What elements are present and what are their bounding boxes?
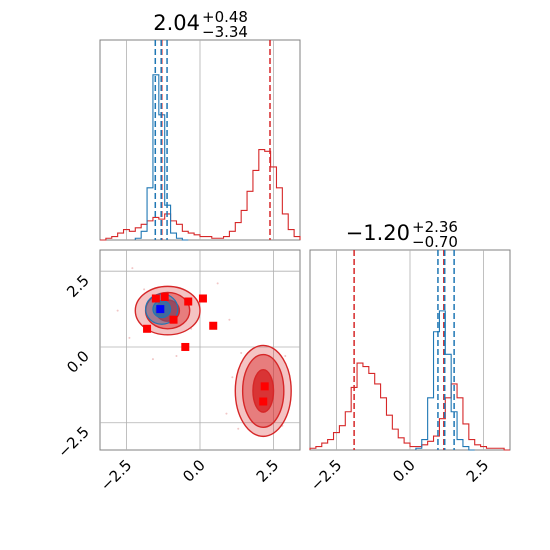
red-marker [259,397,268,406]
red-marker [184,297,193,306]
tick-label: 0.0 [63,347,93,377]
sample-point [225,412,228,415]
grid [100,250,300,450]
blue-marker [156,305,165,314]
blue-histogram [134,74,189,241]
sample-point [240,352,243,355]
red-contour [252,368,275,413]
panel-title-upper-error: +0.48 [202,8,248,26]
tick-label: −2.5 [97,456,135,494]
histogram-panel-param2: −2.5 0.0 2.5 −1.20 +2.36 −0.70 [307,218,511,495]
grid [336,250,484,450]
sample-point [228,318,231,321]
grid [126,40,274,240]
quantile-lines [353,250,455,450]
red-marker [143,324,152,333]
sample-point [231,376,234,379]
red-histogram-steps [309,362,510,451]
x-tick-labels: −2.5 0.0 2.5 [97,456,283,494]
tick-label: 0.0 [389,456,419,486]
red-marker [198,294,207,303]
panel-title-lower-error: −3.34 [202,23,248,41]
red-histogram [309,362,510,451]
red-marker [181,342,190,351]
blue-histogram-steps [415,310,475,451]
panel-title-lower-error: −0.70 [412,233,458,251]
contour-panel: −2.5 0.0 2.5 2.5 0.0 −2.5 [54,249,301,495]
tick-label: 2.5 [253,456,283,486]
sample-point [175,355,178,358]
sample-point [143,288,146,291]
tick-label: 2.5 [463,456,493,486]
sample-point [151,358,154,361]
sample-point [128,336,131,339]
quantile-lines [154,40,271,240]
histogram-panel-param1: 2.04 +0.48 −3.34 [99,8,301,241]
red-marker [260,382,269,391]
sample-point [237,427,240,430]
red-marker [169,315,178,324]
panel-title-upper-error: +2.36 [412,218,458,236]
panel-title-value: −1.20 [346,221,410,245]
sample-point [284,355,287,358]
markers [143,292,269,406]
tick-label: 0.0 [179,456,209,486]
blue-histogram [415,310,475,451]
contours [116,267,292,438]
red-marker [209,321,218,330]
tick-label: 2.5 [63,271,93,301]
tick-label: −2.5 [307,456,345,494]
x-tick-labels: −2.5 0.0 2.5 [307,456,493,494]
red-marker [151,294,160,303]
sample-point [116,309,119,312]
tick-label: −2.5 [54,423,92,461]
sample-point [131,267,134,270]
sample-point [216,282,219,285]
red-marker [160,292,169,301]
blue-histogram-steps [134,74,189,241]
panel-title-value: 2.04 [153,11,200,35]
y-tick-labels: 2.5 0.0 −2.5 [54,271,92,461]
